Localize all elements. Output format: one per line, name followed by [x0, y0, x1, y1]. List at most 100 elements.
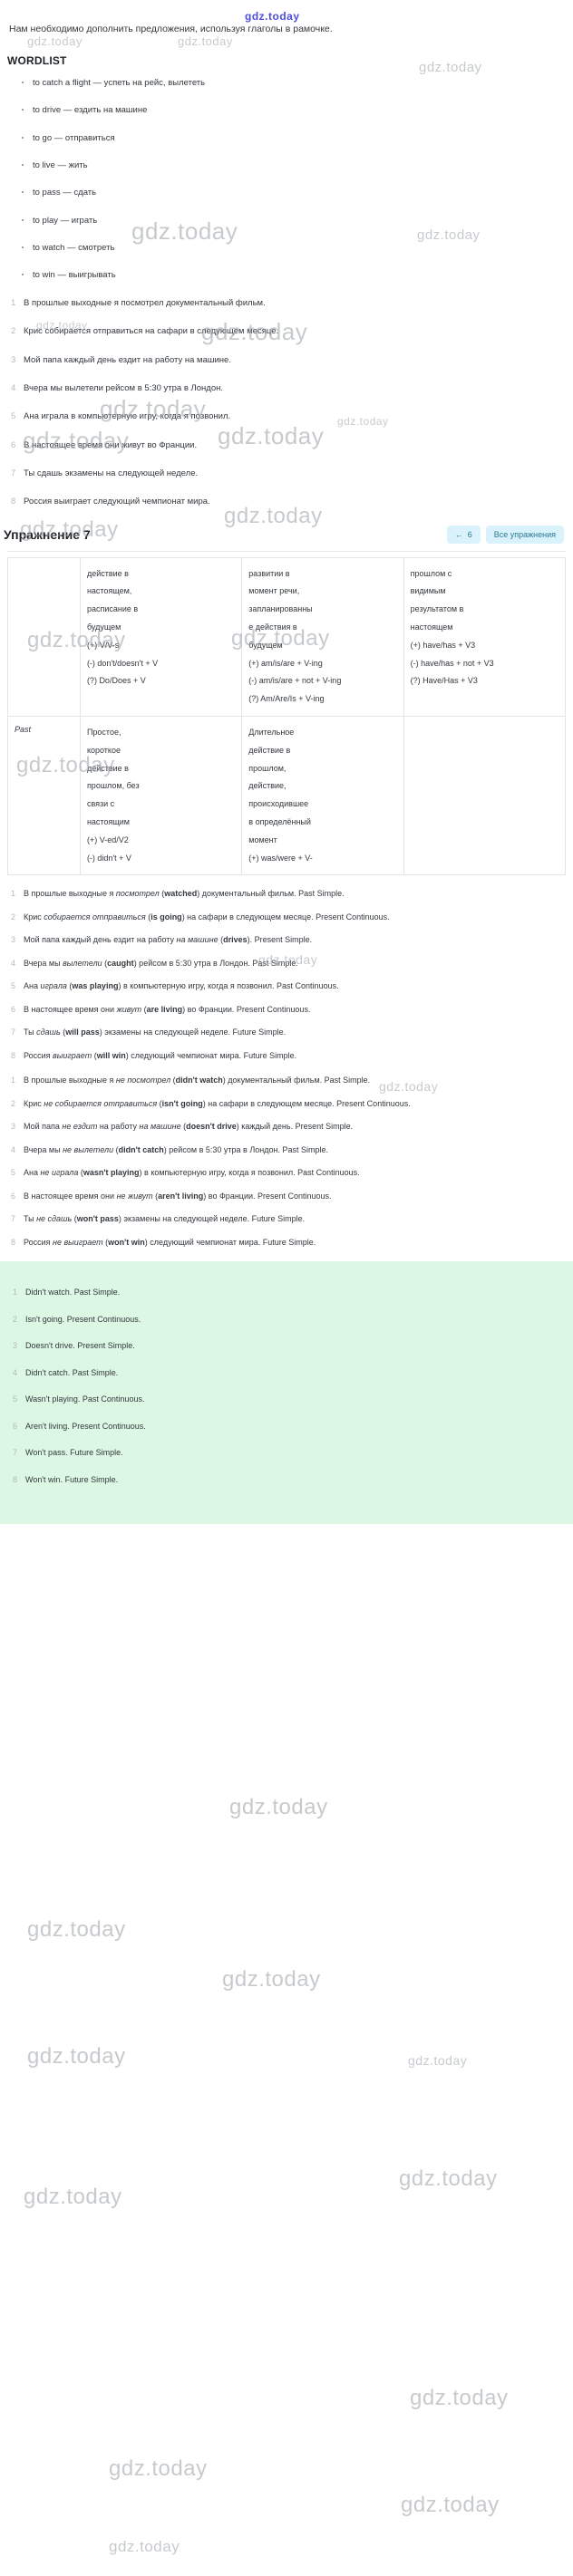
answer-pre: Россия — [24, 1050, 53, 1060]
cell-line: настоящем, — [86, 586, 132, 596]
cell-line: (+) V-ed/V2 — [86, 835, 129, 844]
answer-mid: ( — [152, 1191, 159, 1201]
table-rowhead: Past — [7, 715, 81, 876]
list-item: to play — играть — [20, 216, 566, 226]
answer-emphasis: не собирается отправиться — [44, 1098, 158, 1108]
table-cell: Длительное действие в прошлом, действие,… — [241, 715, 404, 876]
watermark: gdz.today — [222, 1966, 321, 1992]
watermark: gdz.today — [27, 1916, 126, 1942]
list-item: Вчера мы не вылетели (didn't catch) рейс… — [9, 1144, 566, 1157]
list-item: to go — отправиться — [20, 133, 566, 143]
list-item: Didn't catch. Past Simple. — [13, 1367, 119, 1379]
answer-emphasis: не выиграет — [53, 1237, 103, 1247]
list-item: Россия не выиграет (won't win) следующий… — [9, 1237, 566, 1249]
list-item: Won't pass. Future Simple. — [13, 1447, 123, 1459]
answer-post: ) в компьютерную игру, когда я позвонил.… — [118, 981, 339, 991]
answer-pre: Ана — [24, 981, 41, 991]
cell-line: настоящим — [86, 816, 130, 826]
list-item: В прошлые выходные я посмотрел (watched)… — [9, 888, 566, 901]
watermark: gdz.today — [27, 2043, 126, 2069]
list-item: В настоящее время они не живут (aren't l… — [9, 1191, 566, 1203]
answer-verb: watched — [164, 889, 198, 899]
answer-mid: ( — [78, 1168, 83, 1178]
answer-emphasis: не вылетели — [63, 1144, 114, 1154]
cell-line: (?) Am/Are/Is + V-ing — [248, 694, 325, 704]
table-cell: действие в настоящем, расписание в будущ… — [79, 556, 243, 717]
cell-line: развитии в — [248, 568, 290, 578]
answer-emphasis: собирается отправиться — [44, 912, 146, 921]
page-title: Упражнение 7 — [4, 526, 91, 542]
prev-exercise-button[interactable]: ← 6 — [446, 525, 481, 544]
answer-emphasis: вылетели — [63, 958, 102, 968]
watermark: gdz.today — [229, 1794, 328, 1819]
list-item: Мой папа каждый день ездит на работу на … — [9, 934, 566, 947]
list-item: Isn't going. Present Continuous. — [13, 1314, 141, 1326]
answer-emphasis: не играла — [40, 1168, 79, 1178]
answer-emphasis: посмотрел — [115, 889, 160, 899]
answer-verb: isn't going — [161, 1098, 203, 1108]
answer-verb: caught — [107, 958, 134, 968]
answer-pre: Ты — [24, 1214, 37, 1224]
cell-line: действие, — [248, 781, 286, 791]
answer-emphasis: не ездит — [62, 1122, 98, 1132]
answer-mid: ( — [218, 935, 224, 945]
answer-mid: на работу — [97, 1122, 140, 1132]
table-cell — [403, 715, 567, 876]
cell-line: видимым — [410, 586, 446, 596]
answer-verb: won't win — [108, 1237, 145, 1247]
answer-verb: didn't watch — [175, 1076, 223, 1085]
answer-post: ) рейсом в 5:30 утра в Лондон. Past Simp… — [163, 1144, 328, 1154]
list-item: Ты сдашь экзамены на следующей неделе. — [11, 468, 199, 480]
table-rowhead — [7, 556, 81, 717]
answer-emphasis: выиграет — [53, 1050, 92, 1060]
list-item: Мой папа не ездит на работу на машине (d… — [9, 1121, 566, 1134]
table-cell: развитии в момент речи, запланированны е… — [241, 556, 404, 717]
answers-short: Didn't watch. Past Simple. Isn't going. … — [9, 1287, 564, 1486]
exercise-nav: ← 6 Все упражнения — [446, 525, 564, 544]
list-item: Мой папа каждый день ездит на работу на … — [11, 354, 231, 367]
cell-line: (-) didn't + V — [86, 853, 131, 863]
cell-line: настоящем — [410, 622, 453, 632]
answer-pre: Мой папа — [24, 1122, 63, 1132]
answer-pre: Вчера мы — [24, 958, 63, 968]
answer-pre: В настоящее время они — [24, 1191, 117, 1201]
list-item: Doesn't drive. Present Simple. — [13, 1340, 135, 1352]
answers-highlight-block: Didn't watch. Past Simple. Isn't going. … — [0, 1261, 573, 1525]
cell-line: (-) am/is/are + not + V-ing — [248, 676, 342, 686]
cell-line: момент речи, — [248, 586, 300, 596]
answer-pre: Крис — [24, 912, 44, 921]
answers-negative: В прошлые выходные я не посмотрел (didn'… — [7, 1075, 566, 1249]
page-content: Нам необходимо дополнить предложения, ис… — [0, 10, 573, 1525]
answer-post: ) на сафари в следующем месяце. Present … — [181, 912, 390, 921]
all-exercises-button[interactable]: Все упражнения — [485, 525, 564, 544]
answer-pre: Ты — [24, 1028, 37, 1037]
answer-post: ) каждый день. Present Simple. — [236, 1122, 354, 1132]
answer-post: ) во Франции. Present Continuous. — [182, 1004, 311, 1014]
watermark: gdz.today — [410, 2385, 509, 2410]
arrow-left-icon: ← — [454, 529, 463, 539]
cell-line: прошлом с — [410, 568, 452, 578]
cell-line: момент — [248, 835, 277, 844]
cell-line: запланированны — [248, 604, 313, 614]
answer-verb: will pass — [65, 1028, 100, 1037]
cell-line: действие в — [248, 745, 291, 755]
answer-post: ) экзамены на следующей неделе. Future S… — [118, 1214, 306, 1224]
list-item: Крис собирается отправиться (is going) н… — [9, 912, 566, 924]
answer-pre: В настоящее время они — [24, 1004, 117, 1014]
list-item: to live — жить — [20, 160, 566, 170]
cell-line: (?) Do/Does + V — [86, 676, 146, 686]
answer-post: ). Present Simple. — [247, 935, 313, 945]
cell-line: Простое, — [86, 727, 121, 737]
list-item: to catch a flight — успеть на рейс, выле… — [20, 78, 566, 88]
cell-line: прошлом, без — [86, 781, 140, 791]
watermark: gdz.today — [408, 2052, 468, 2068]
watermark: gdz.today — [399, 2166, 498, 2191]
list-item: Вчера мы вылетели рейсом в 5:30 утра в Л… — [11, 382, 224, 395]
list-item: Вчера мы вылетели (caught) рейсом в 5:30… — [9, 958, 566, 970]
answer-pre: Вчера мы — [24, 1144, 63, 1154]
list-item: Крис не собирается отправиться (isn't go… — [9, 1098, 566, 1111]
list-item: Ана играла в компьютерную игру, когда я … — [11, 411, 231, 423]
answer-post: ) следующий чемпионат мира. Future Simpl… — [125, 1050, 297, 1060]
watermark: gdz.today — [109, 2455, 208, 2481]
intro-text: Нам необходимо дополнить предложения, ис… — [9, 23, 333, 34]
